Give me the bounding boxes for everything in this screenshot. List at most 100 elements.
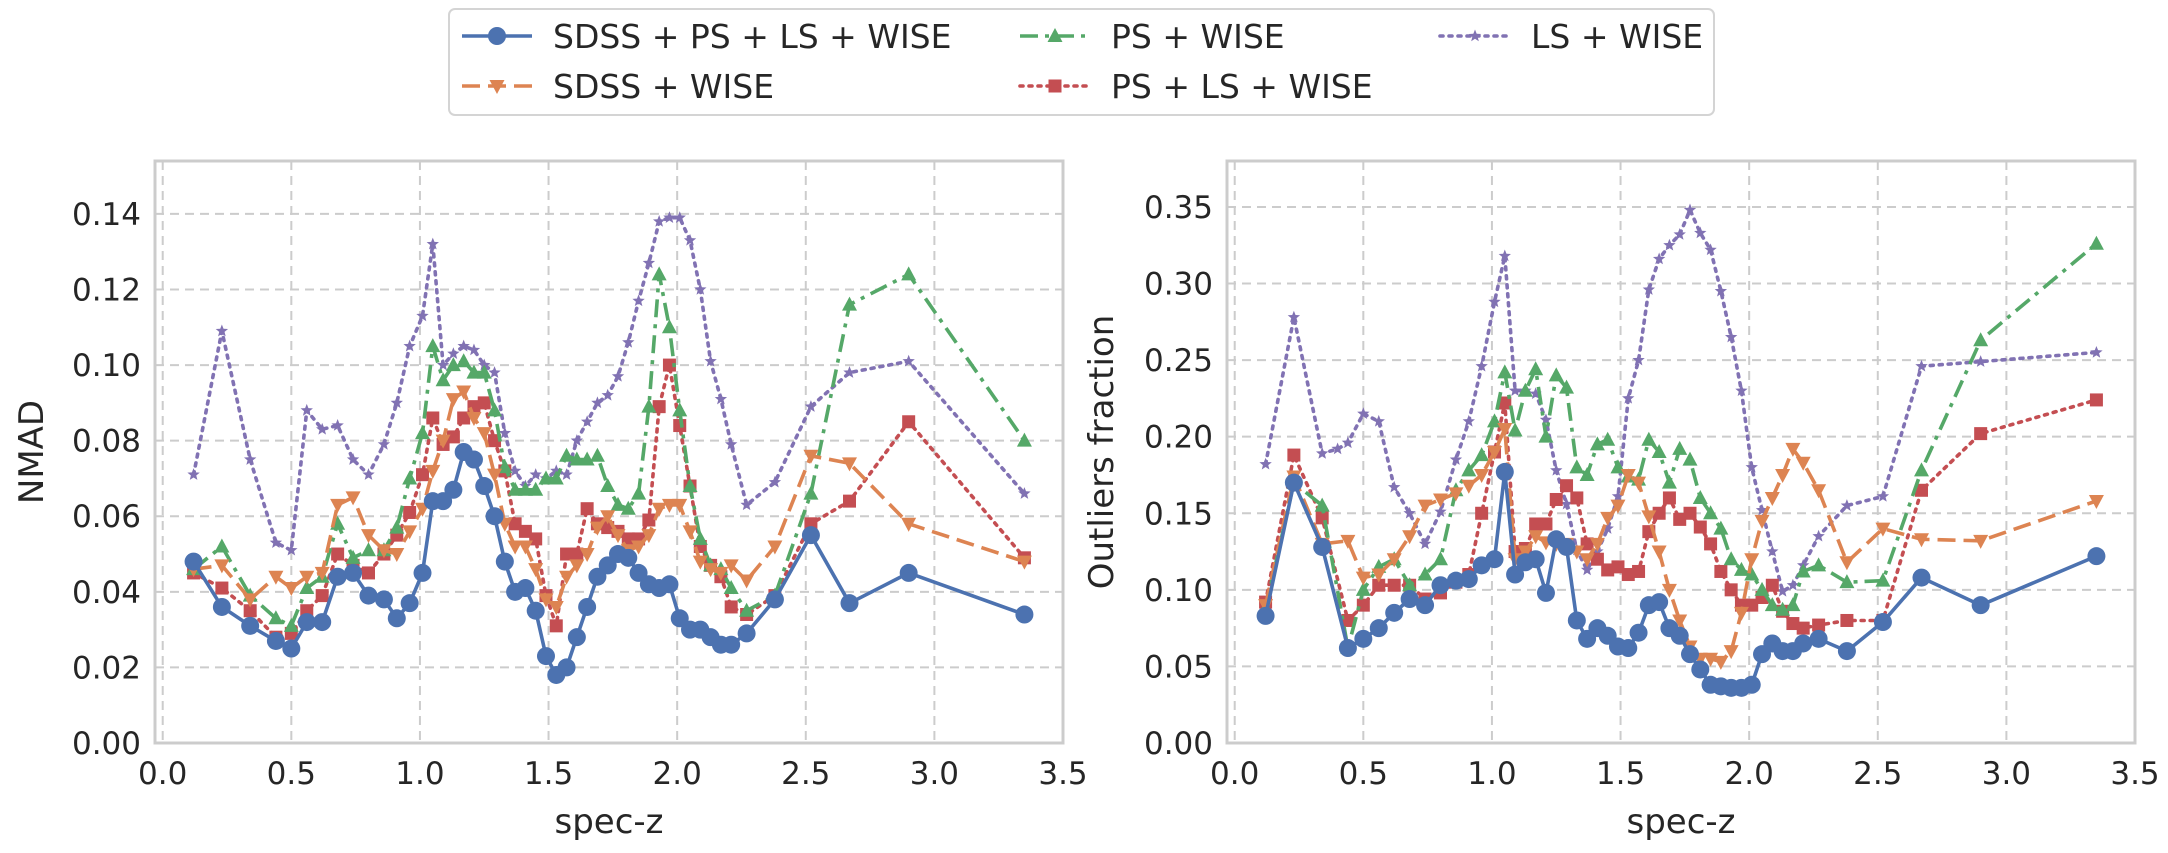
data-point-ls-wise [243, 453, 257, 465]
data-point-sdss-ps-ls-wise [526, 601, 545, 620]
data-point-sdss-wise [739, 574, 755, 589]
data-point-ps-ls-wise [1341, 613, 1355, 627]
data-point-ps-ls-wise [1693, 520, 1707, 534]
data-point-ps-wise [661, 319, 677, 334]
data-point-ls-wise [642, 256, 656, 269]
y-tick-label: 0.35 [1144, 190, 1213, 226]
data-point-ps-ls-wise [2089, 393, 2103, 407]
data-point-ps-ls-wise [1611, 560, 1625, 574]
data-point-ls-wise [570, 434, 584, 446]
data-point-sdss-wise [1672, 614, 1688, 629]
data-point-sdss-ps-ls-wise [1338, 639, 1357, 658]
data-point-sdss-ps-ls-wise [765, 590, 784, 609]
data-point-sdss-wise [425, 464, 441, 479]
data-point-sdss-ps-ls-wise [1526, 550, 1545, 569]
data-point-ps-wise [2088, 235, 2104, 250]
y-tick-label: 0.00 [72, 726, 141, 762]
data-point-sdss-ps-ls-wise [722, 635, 741, 654]
data-point-ls-wise [1357, 407, 1370, 419]
data-point-ps-ls-wise [1632, 564, 1646, 578]
data-point-sdss-wise [268, 570, 284, 585]
x-tick-label: 1.5 [1596, 756, 1645, 792]
data-point-ls-wise [1915, 359, 1928, 372]
data-point-sdss-wise [456, 385, 472, 400]
data-point-ps-wise [360, 542, 376, 557]
data-point-ps-wise [1600, 431, 1616, 446]
data-point-ps-wise [487, 402, 503, 417]
data-point-ps-ls-wise [1601, 563, 1615, 577]
data-point-ps-wise [1973, 332, 1989, 347]
data-point-ps-ls-wise [1974, 427, 1988, 441]
data-point-ps-ls-wise [652, 400, 666, 414]
data-point-sdss-ps-ls-wise [619, 548, 638, 567]
data-point-ps-ls-wise [843, 494, 857, 508]
data-point-sdss-ps-ls-wise [840, 594, 859, 613]
data-point-ls-wise [2090, 345, 2103, 358]
outliers-panel: 0.0 0.5 1.0 1.5 2.0 2.5 3.0 3.5 0.00 0.05 0.10 0.15… [1082, 159, 2160, 842]
data-point-sdss-ps-ls-wise [1369, 619, 1388, 638]
data-point-sdss-wise [1839, 556, 1855, 571]
data-point-ps-ls-wise [724, 600, 738, 614]
data-point-ls-wise [436, 358, 450, 371]
data-point-sdss-wise [1875, 522, 1891, 537]
data-point-ls-wise [390, 396, 403, 409]
data-point-sdss-wise [1795, 456, 1811, 471]
data-point-ps-wise [1507, 422, 1523, 437]
data-point-ls-wise [1652, 252, 1666, 265]
data-point-ps-ls-wise [1560, 479, 1574, 493]
data-point-ls-wise [1529, 387, 1542, 400]
data-point-sdss-wise [842, 457, 858, 472]
data-point-sdss-wise [1474, 468, 1490, 483]
x-tick-label: 2.0 [653, 756, 702, 792]
data-point-ps-ls-wise [1915, 483, 1929, 497]
data-point-sdss-ps-ls-wise [1650, 593, 1669, 612]
data-point-sdss-ps-ls-wise [444, 480, 463, 499]
x-tick-label: 0.5 [267, 756, 316, 792]
data-point-ps-ls-wise [1745, 598, 1759, 612]
data-point-ls-wise [508, 464, 522, 477]
data-point-ps-wise [456, 353, 472, 368]
y-tick-label: 0.10 [72, 348, 141, 384]
y-tick-label: 0.10 [1144, 573, 1213, 609]
data-point-sdss-wise [1432, 493, 1448, 508]
series-sdss-ps-ls-wise [1256, 462, 2106, 697]
data-point-ls-wise [1462, 414, 1475, 427]
legend-entry-ls-wise: LS + WISE [1438, 17, 1703, 56]
data-point-ls-wise [1632, 353, 1645, 366]
data-point-ls-wise [529, 468, 542, 480]
data-point-ps-ls-wise [1714, 564, 1728, 578]
data-point-ps-wise [1754, 581, 1770, 596]
data-point-ls-wise [1287, 310, 1301, 323]
data-point-ps-wise [389, 519, 405, 534]
data-point-sdss-wise [1600, 511, 1616, 526]
data-point-ls-wise [1622, 391, 1635, 404]
data-point-ps-wise [1474, 447, 1490, 462]
data-point-ps-wise [214, 538, 230, 553]
legend-entry-ps-wise: PS + WISE [1020, 17, 1285, 56]
data-point-ps-ls-wise [1580, 537, 1594, 551]
data-point-sdss-wise [1723, 645, 1739, 660]
data-point-ps-wise [1579, 466, 1595, 481]
data-point-ps-ls-wise [1786, 617, 1800, 631]
data-point-ps-wise [1795, 563, 1811, 578]
data-point-ls-wise [1601, 522, 1614, 534]
data-point-sdss-ps-ls-wise [536, 647, 555, 666]
y-tick-label: 0.12 [72, 272, 141, 308]
data-point-sdss-wise [242, 593, 258, 608]
data-point-ps-wise [476, 364, 492, 379]
data-point-ls-wise [580, 415, 594, 428]
data-point-sdss-wise [703, 563, 719, 578]
data-point-ls-wise [663, 211, 676, 223]
data-point-ps-wise [507, 481, 523, 496]
data-point-sdss-wise [314, 566, 330, 581]
data-point-sdss-wise [214, 559, 230, 574]
data-point-ls-wise [1418, 537, 1432, 550]
data-point-ps-ls-wise [315, 589, 329, 603]
data-point-ls-wise [725, 437, 738, 450]
data-point-ps-wise [1528, 361, 1544, 376]
data-point-ps-ls-wise [1287, 448, 1301, 462]
data-point-ls-wise [1724, 330, 1738, 343]
y-tick-label: 0.08 [72, 424, 141, 460]
data-point-sdss-ps-ls-wise [1385, 603, 1404, 622]
data-point-ps-wise [600, 478, 616, 493]
